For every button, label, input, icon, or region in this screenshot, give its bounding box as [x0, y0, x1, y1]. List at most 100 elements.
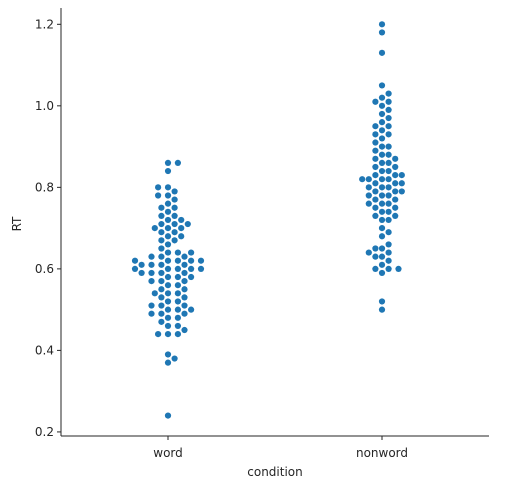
data-point-nonword [385, 257, 392, 264]
data-point-nonword [378, 135, 386, 142]
data-point-word [188, 273, 195, 281]
data-point-nonword [385, 90, 392, 97]
x-tick-label: nonword [356, 446, 408, 460]
data-point-nonword [398, 188, 405, 195]
data-point-word [164, 184, 172, 191]
data-point-nonword [392, 155, 399, 162]
data-point-nonword [378, 151, 386, 158]
data-point-word [164, 282, 172, 289]
data-point-nonword [365, 249, 372, 256]
data-point-word [148, 302, 155, 309]
data-point-nonword [385, 176, 392, 183]
data-point-word [171, 237, 178, 244]
data-point-nonword [378, 216, 386, 224]
data-point-word [197, 265, 205, 272]
data-point-nonword [378, 82, 386, 89]
data-point-word [158, 253, 165, 260]
data-points [131, 21, 405, 419]
data-point-nonword [372, 98, 379, 105]
data-point-word [148, 269, 155, 277]
data-point-nonword [378, 110, 386, 118]
data-point-nonword [385, 167, 392, 175]
data-point-nonword [392, 196, 399, 203]
data-point-word [164, 331, 172, 338]
data-point-word [164, 257, 172, 264]
data-point-word [155, 331, 162, 338]
data-point-nonword [398, 180, 405, 187]
data-point-word [181, 261, 188, 268]
data-point-word [164, 265, 172, 272]
data-point-nonword [372, 163, 379, 171]
data-point-word [164, 167, 172, 175]
data-point-word [178, 233, 185, 240]
data-point-nonword [378, 192, 386, 199]
data-point-word [174, 282, 181, 289]
data-point-word [174, 257, 181, 264]
data-point-word [188, 257, 195, 264]
data-point-nonword [365, 184, 372, 191]
data-point-nonword [378, 269, 386, 277]
data-point-word [174, 249, 181, 256]
data-point-word [148, 261, 155, 268]
data-point-word [158, 318, 165, 325]
data-point-word [174, 265, 181, 272]
data-point-nonword [385, 159, 392, 166]
x-ticks: word nonword [153, 436, 408, 460]
data-point-word [158, 245, 165, 252]
data-point-nonword [385, 143, 392, 150]
data-point-nonword [378, 49, 386, 56]
data-point-nonword [385, 114, 392, 122]
data-point-nonword [365, 200, 372, 207]
data-point-nonword [385, 229, 392, 236]
data-point-nonword [392, 204, 399, 211]
data-point-nonword [372, 139, 379, 146]
data-point-nonword [372, 265, 379, 272]
data-point-word [188, 306, 195, 313]
data-point-nonword [372, 245, 379, 252]
data-point-word [131, 257, 139, 264]
data-point-word [171, 220, 178, 228]
data-point-word [184, 220, 191, 228]
data-point-word [158, 286, 165, 293]
data-point-nonword [372, 155, 379, 162]
data-point-word [174, 331, 181, 338]
data-point-nonword [378, 176, 386, 183]
data-point-nonword [392, 188, 399, 195]
data-point-word [158, 302, 165, 309]
data-point-word [197, 257, 205, 264]
data-point-nonword [392, 180, 399, 187]
data-point-word [171, 188, 178, 195]
data-point-word [164, 249, 172, 256]
data-point-word [164, 359, 172, 366]
data-point-word [148, 278, 155, 285]
data-point-nonword [385, 200, 392, 207]
data-point-nonword [372, 204, 379, 211]
data-point-word [171, 196, 178, 203]
x-axis-title: condition [247, 465, 302, 479]
data-point-word [138, 261, 145, 268]
data-point-word [164, 192, 172, 199]
data-point-word [181, 326, 188, 334]
data-point-word [155, 192, 162, 199]
data-point-word [158, 269, 165, 277]
data-point-word [164, 273, 172, 281]
data-point-nonword [372, 123, 379, 130]
data-point-word [164, 241, 172, 248]
y-ticks: 0.2 0.4 0.6 0.8 1.0 1.2 [35, 17, 61, 439]
y-tick-label: 0.6 [35, 262, 54, 276]
data-point-word [164, 314, 172, 321]
data-point-nonword [378, 21, 386, 28]
y-tick-label: 1.0 [35, 99, 54, 113]
data-point-word [188, 265, 195, 272]
data-point-nonword [378, 233, 386, 240]
y-tick-label: 0.2 [35, 425, 54, 439]
data-point-word [164, 159, 172, 166]
data-point-nonword [378, 306, 386, 313]
data-point-nonword [372, 172, 379, 179]
data-point-word [158, 220, 165, 228]
data-point-nonword [372, 180, 379, 187]
data-point-nonword [385, 184, 392, 191]
data-point-word [164, 225, 172, 232]
data-point-word [164, 233, 172, 240]
